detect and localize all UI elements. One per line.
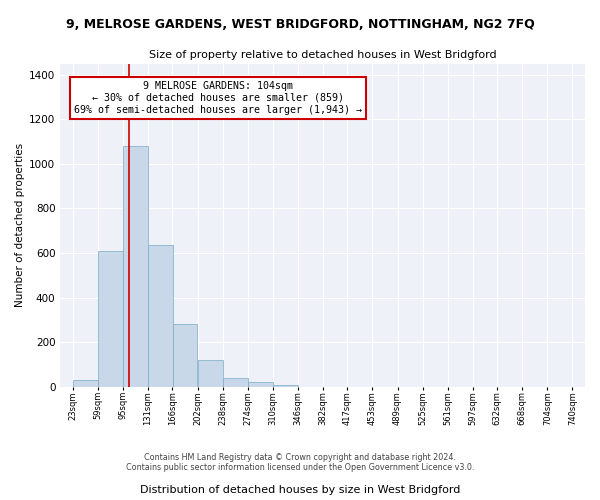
Bar bbox=[223, 378, 248, 387]
Bar bbox=[173, 324, 197, 387]
Bar bbox=[123, 146, 148, 387]
Bar bbox=[148, 246, 173, 387]
Bar bbox=[98, 251, 123, 387]
Bar bbox=[273, 384, 298, 387]
Text: 9, MELROSE GARDENS, WEST BRIDGFORD, NOTTINGHAM, NG2 7FQ: 9, MELROSE GARDENS, WEST BRIDGFORD, NOTT… bbox=[65, 18, 535, 30]
Text: 9 MELROSE GARDENS: 104sqm
← 30% of detached houses are smaller (859)
69% of semi: 9 MELROSE GARDENS: 104sqm ← 30% of detac… bbox=[74, 82, 362, 114]
Text: Distribution of detached houses by size in West Bridgford: Distribution of detached houses by size … bbox=[140, 485, 460, 495]
Title: Size of property relative to detached houses in West Bridgford: Size of property relative to detached ho… bbox=[149, 50, 496, 60]
Y-axis label: Number of detached properties: Number of detached properties bbox=[15, 143, 25, 308]
Text: Contains HM Land Registry data © Crown copyright and database right 2024.
Contai: Contains HM Land Registry data © Crown c… bbox=[126, 453, 474, 472]
Bar bbox=[197, 360, 223, 387]
Bar bbox=[248, 382, 272, 387]
Bar bbox=[73, 380, 98, 387]
